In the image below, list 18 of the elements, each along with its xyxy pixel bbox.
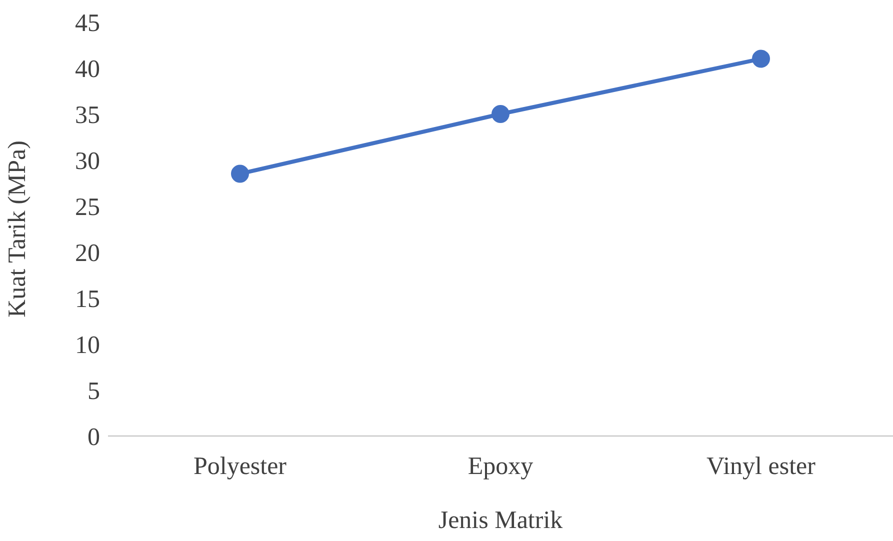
y-tick-label: 0 <box>88 424 100 451</box>
y-tick-label: 15 <box>75 286 100 313</box>
x-tick-label: Vinyl ester <box>706 452 816 480</box>
x-tick-label: Epoxy <box>468 452 534 480</box>
point <box>492 105 510 123</box>
y-tick-label: 40 <box>75 56 100 83</box>
y-tick-label: 20 <box>75 240 100 267</box>
y-tick-label: 30 <box>75 148 100 175</box>
x-tick-label: Polyester <box>193 452 288 480</box>
y-tick-label: 10 <box>75 332 100 359</box>
point <box>752 50 770 68</box>
y-tick-label: 45 <box>75 10 100 37</box>
y-axis-title: Kuat Tarik (MPa) <box>4 140 31 318</box>
x-axis-title: Jenis Matrik <box>438 507 564 534</box>
point <box>231 164 249 183</box>
y-tick-label: 25 <box>75 194 100 221</box>
y-tick-label: 35 <box>75 102 100 129</box>
y-tick-label: 5 <box>88 378 100 405</box>
